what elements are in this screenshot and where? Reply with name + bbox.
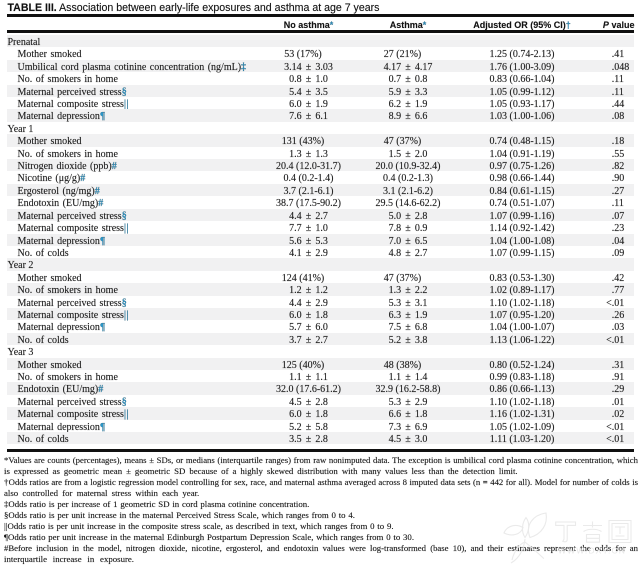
svg-text:WWW.DXY.CN: WWW.DXY.CN	[558, 546, 626, 556]
